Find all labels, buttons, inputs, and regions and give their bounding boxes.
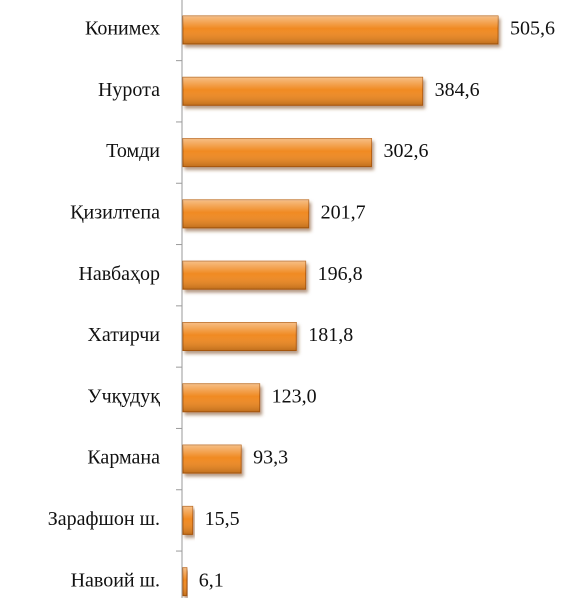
- category-label: Хатирчи: [87, 324, 160, 346]
- category-label: Навоий ш.: [71, 569, 160, 591]
- bar-shade: [183, 567, 187, 596]
- category-label: Конимех: [85, 18, 160, 40]
- bar-shade: [183, 445, 242, 474]
- value-label: 15,5: [205, 508, 240, 530]
- bar-shade: [183, 138, 372, 167]
- category-label: Томди: [106, 140, 160, 162]
- category-label: Навбаҳор: [78, 263, 160, 285]
- value-label: 93,3: [253, 447, 288, 469]
- category-label: Қизилтепа: [70, 201, 160, 223]
- bar-shade: [183, 16, 498, 44]
- category-label: Нурота: [98, 79, 160, 101]
- bar-shade: [183, 322, 297, 351]
- bar-shade: [183, 77, 423, 106]
- value-label: 6,1: [199, 569, 224, 591]
- value-label: 123,0: [272, 385, 317, 407]
- bar-shade: [183, 261, 306, 290]
- value-label: 196,8: [318, 263, 363, 285]
- bar-shade: [183, 383, 260, 412]
- category-label: Кармана: [87, 447, 160, 469]
- value-label: 384,6: [435, 79, 480, 101]
- value-label: 201,7: [321, 201, 366, 223]
- value-label: 302,6: [384, 140, 429, 162]
- bar-shade: [183, 506, 193, 535]
- bar-shade: [183, 199, 309, 228]
- value-label: 505,6: [510, 18, 555, 40]
- category-label: Зарафшон ш.: [48, 508, 160, 530]
- category-label: Учқудуқ: [87, 385, 160, 407]
- value-label: 181,8: [308, 324, 353, 346]
